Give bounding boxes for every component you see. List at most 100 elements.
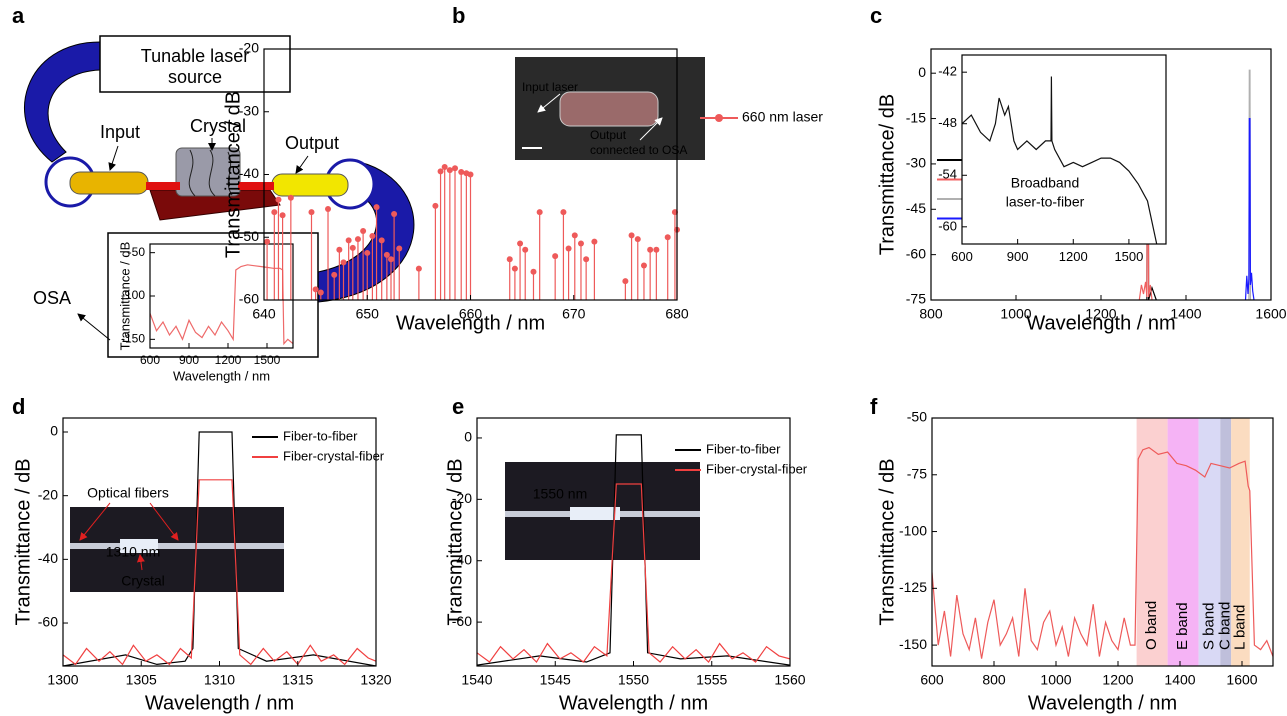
stem-dot [369,232,376,239]
y-tick-label: -40 [452,551,472,567]
annotation: Input laser [522,80,578,94]
chart: 1300 1305 1310 1315 1320 0 -20 -40 -60 Wavelength… [12,394,392,714]
band-label: E band [1174,602,1191,650]
y-tick-label: -30 [906,155,926,171]
band-label: L band [1231,605,1248,650]
fiber-loop [317,159,415,303]
x-axis-label: Wavelength / nm [559,692,708,714]
x-tick-label: 1315 [282,671,313,687]
stem-dot [345,237,352,244]
x-tick-label: 900 [179,353,199,367]
laser-box [99,35,291,93]
stem-dot [653,246,660,253]
arrow [149,502,179,541]
fiber-loop [24,41,101,163]
crystal-photo [570,507,620,520]
band [1220,418,1232,666]
output-label: Output [285,133,339,153]
y-tick-label: 0 [918,64,926,80]
arrow [77,313,111,341]
stem-dot [317,289,324,296]
y-axis-label: Transmittance / dB [222,91,244,258]
crystal-photo [120,539,158,553]
stem-dot [383,251,390,258]
crystal-texture [188,149,233,197]
series-line [962,76,1158,244]
stem-dot [634,236,641,243]
stem-dot [312,286,319,293]
x-tick-label: 1500 [254,353,281,367]
x-tick-label: 1560 [774,671,805,687]
input-fiber [69,171,149,195]
x-axis-label: Wavelength / nm [145,692,294,714]
stem-dot [552,253,559,260]
arrow [639,117,663,141]
plot-frame [961,54,1167,245]
y-axis-label: Transmittance/ dB [876,94,898,256]
arrow [108,145,119,171]
stem-dot [571,232,578,239]
annotation: laser-to-fiber [1006,194,1085,210]
stem-dot [432,202,439,209]
y-tick-label: -60 [906,245,926,261]
y-tick-label: -15 [906,109,926,125]
x-tick-label: 680 [665,305,689,321]
stem-dot [467,171,474,178]
chart: 600 900 1200 1500 -42 -48 -54 -60 Broadband laser… [938,54,1167,264]
panel-label: c [870,3,882,28]
stem-dot [340,259,347,266]
x-tick-label: 660 [459,305,483,321]
y-tick-label: -20 [452,490,472,506]
y-tick-label: -45 [906,200,926,216]
stem-dot [536,209,543,216]
y-axis-label: Transmittance / dB [12,458,34,625]
band [1136,418,1168,666]
x-tick-label: 1200 [215,353,242,367]
stem-dot [287,194,294,201]
x-axis-label: Wavelength / nm [173,368,270,383]
panel-label: a [12,3,25,28]
arrow [537,93,561,113]
x-tick-label: 1500 [1114,249,1143,264]
stem-dot [628,232,635,239]
x-tick-label: 1000 [1000,305,1031,321]
x-tick-label: 670 [562,305,586,321]
stem-dot [378,237,385,244]
stem-dot [279,212,286,219]
annotation: Optical fibers [87,485,169,501]
y-tick-label: -100 [121,288,145,302]
stem-dot [640,262,647,269]
y-tick-label: -50 [128,245,146,259]
band-label: O band [1143,601,1160,650]
x-tick-label: 1400 [1170,305,1201,321]
rod [238,182,274,190]
annotation: Crystal [121,573,165,589]
y-tick-label: -54 [938,167,957,182]
x-axis-label: Wavelength / nm [396,312,545,334]
stem-dot [517,240,524,247]
legend-marker [715,114,723,122]
y-tick-label: -100 [899,522,927,538]
photo-inset [70,507,284,592]
x-tick-label: 1545 [540,671,571,687]
y-tick-label: -150 [121,332,145,346]
y-tick-label: -50 [239,228,259,244]
x-tick-label: 800 [982,671,1006,687]
source-label: source [168,67,222,87]
stem-dot [577,240,584,247]
x-tick-label: 1305 [126,671,157,687]
fiber-photo [70,543,284,549]
stem-dot [325,206,332,213]
y-tick-label: -50 [907,409,927,425]
stem-dot [360,227,367,234]
x-axis-label: Wavelength / nm [1026,312,1175,334]
panel-label: f [870,394,878,419]
stem-dot [530,268,537,275]
y-tick-label: 0 [464,429,472,445]
plot-frame [931,417,1274,667]
x-tick-label: 800 [919,305,943,321]
annotation: connected to OSA [590,143,687,157]
stem-dot [506,256,513,263]
stem-dot [452,165,459,172]
x-tick-label: 1200 [1085,305,1116,321]
